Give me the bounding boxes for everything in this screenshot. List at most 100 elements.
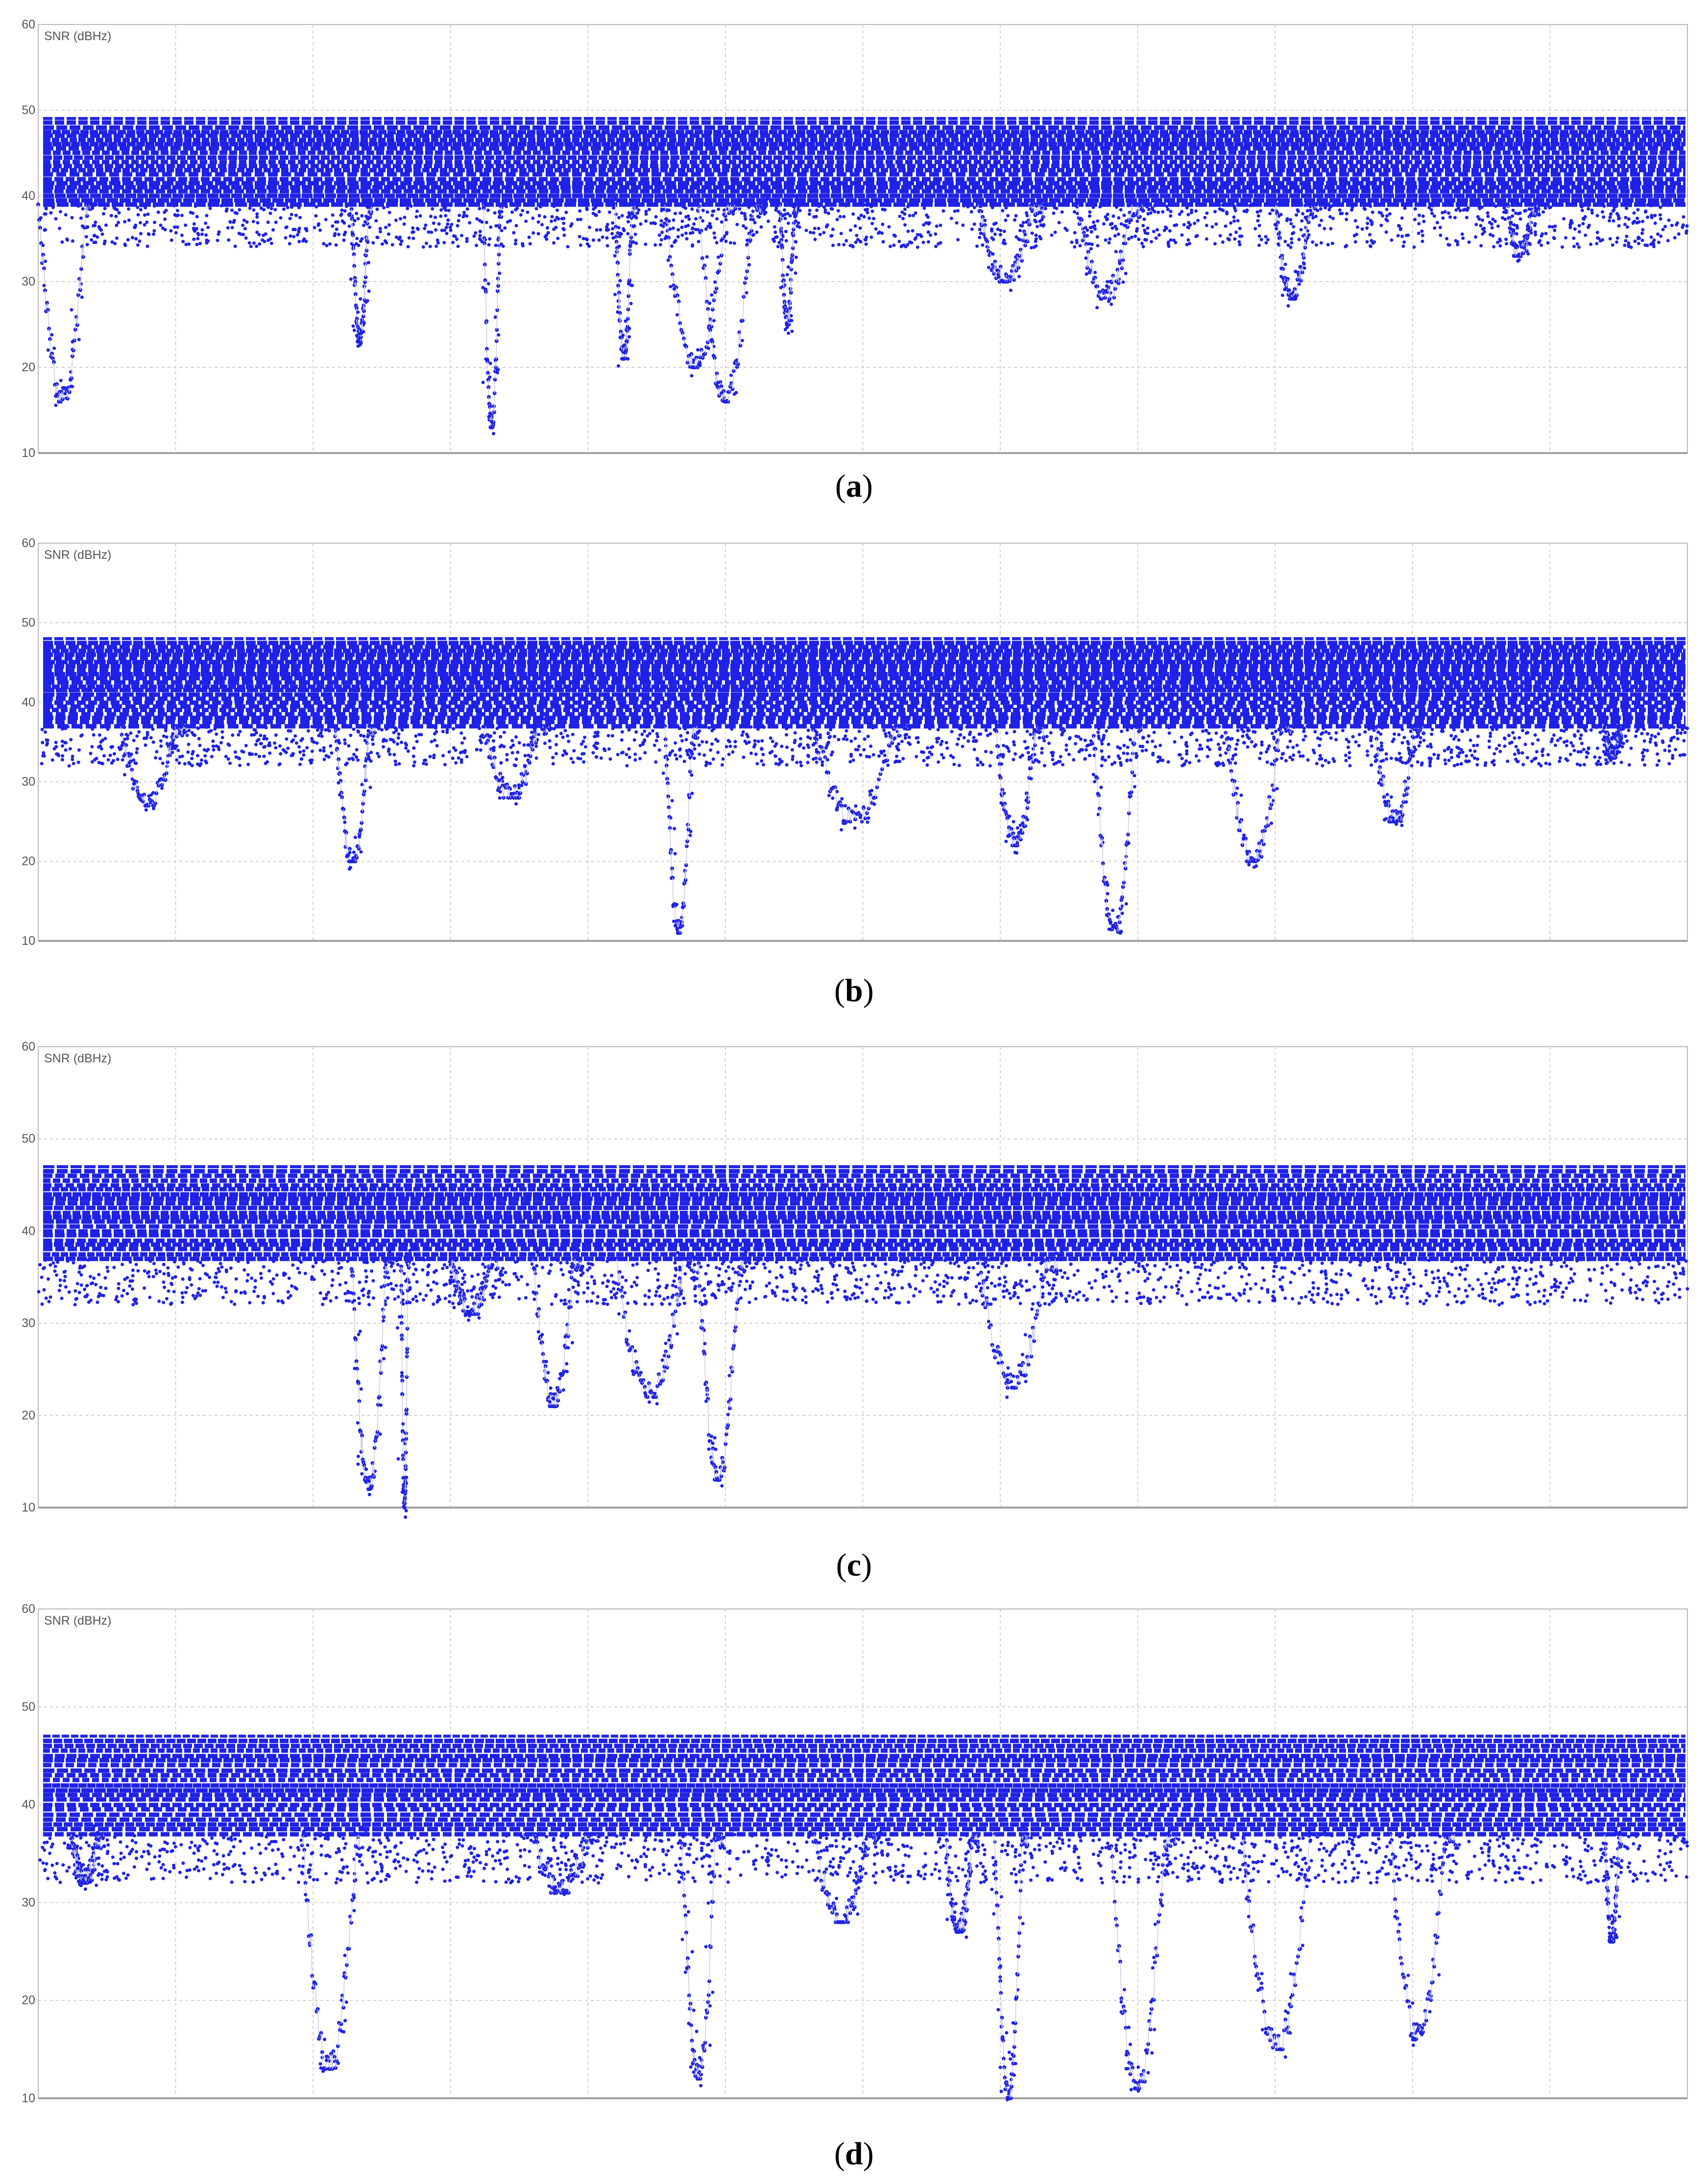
- snr-point: [166, 760, 170, 765]
- snr-point: [1290, 241, 1294, 245]
- snr-point: [1427, 206, 1431, 210]
- snr-point: [1595, 214, 1599, 217]
- snr-point: [779, 230, 783, 234]
- snr-point: [271, 228, 275, 232]
- snr-point: [1572, 748, 1576, 752]
- snr-point: [1562, 740, 1566, 744]
- snr-point: [646, 734, 650, 738]
- snr-point: [359, 335, 363, 339]
- snr-point: [1385, 208, 1389, 212]
- snr-point: [705, 210, 709, 214]
- snr-point: [1466, 728, 1469, 731]
- snr-point: [299, 757, 303, 761]
- snr-point: [526, 210, 529, 214]
- snr-point: [1420, 240, 1424, 243]
- snr-point: [1097, 734, 1101, 738]
- dip-connector: [535, 726, 538, 743]
- snr-point: [1016, 265, 1021, 270]
- snr-point: [1506, 204, 1511, 208]
- snr-point: [1228, 233, 1232, 237]
- snr-point: [159, 744, 163, 748]
- snr-point: [1659, 234, 1663, 238]
- snr-point: [166, 743, 169, 746]
- snr-point: [747, 263, 751, 267]
- snr-point: [1051, 758, 1055, 762]
- snr-point: [83, 225, 87, 230]
- snr-point: [1204, 237, 1208, 241]
- snr-point: [869, 235, 873, 239]
- snr-point: [842, 215, 846, 218]
- snr-point: [356, 217, 360, 220]
- snr-point: [1187, 226, 1191, 230]
- snr-point: [103, 207, 107, 211]
- snr-point: [883, 753, 887, 757]
- snr-point: [1034, 220, 1038, 224]
- snr-point: [519, 213, 523, 217]
- snr-point: [785, 745, 789, 749]
- snr-point: [956, 209, 960, 213]
- snr-point: [1014, 268, 1018, 273]
- snr-point: [1516, 760, 1520, 764]
- snr-point: [997, 725, 1001, 728]
- snr-point: [460, 234, 463, 238]
- snr-point: [785, 273, 789, 277]
- snr-point: [827, 212, 830, 215]
- y-tick-label: 50: [22, 616, 35, 629]
- snr-point: [878, 230, 882, 234]
- snr-point: [133, 225, 137, 229]
- snr-point: [1370, 763, 1373, 767]
- snr-point: [715, 240, 719, 244]
- snr-point: [857, 744, 861, 748]
- snr-point: [100, 232, 104, 236]
- snr-point: [1402, 240, 1406, 244]
- snr-point: [1154, 236, 1158, 240]
- snr-point: [659, 238, 663, 242]
- snr-point: [617, 226, 621, 230]
- snr-point: [1596, 236, 1600, 240]
- snr-point: [366, 240, 370, 244]
- snr-point: [1493, 219, 1497, 223]
- snr-point: [517, 783, 521, 787]
- snr-point: [131, 787, 135, 791]
- snr-point: [865, 755, 869, 758]
- snr-point: [44, 260, 47, 263]
- snr-point: [1553, 228, 1557, 232]
- snr-point: [96, 745, 100, 749]
- snr-point: [232, 218, 236, 222]
- snr-point: [610, 232, 614, 236]
- snr-point: [951, 756, 955, 759]
- snr-point: [1641, 758, 1645, 762]
- snr-point: [1577, 230, 1581, 234]
- snr-point: [94, 220, 97, 224]
- snr-point: [382, 206, 386, 210]
- snr-point: [1601, 210, 1605, 214]
- snr-point: [614, 235, 618, 239]
- snr-point: [1399, 756, 1403, 760]
- snr-point: [1473, 749, 1477, 753]
- snr-point: [998, 233, 1002, 237]
- snr-point: [1265, 750, 1269, 754]
- snr-point: [1595, 241, 1599, 245]
- snr-point: [690, 374, 694, 378]
- snr-point: [344, 204, 348, 208]
- snr-point: [257, 233, 261, 237]
- snr-point: [710, 293, 714, 297]
- snr-point: [475, 217, 479, 221]
- snr-point: [1142, 217, 1146, 221]
- snr-point: [320, 728, 324, 732]
- snr-point: [392, 740, 396, 744]
- snr-point: [411, 754, 415, 758]
- snr-point: [1196, 218, 1200, 222]
- snr-point: [1110, 280, 1114, 285]
- snr-point: [1185, 752, 1189, 756]
- snr-point: [1311, 216, 1315, 220]
- snr-point: [293, 228, 297, 232]
- snr-point: [1572, 244, 1576, 248]
- snr-point: [788, 214, 792, 217]
- snr-point: [409, 204, 413, 208]
- dip-connector: [524, 766, 527, 784]
- snr-point: [784, 230, 788, 234]
- snr-point: [1039, 223, 1043, 227]
- snr-point: [1019, 224, 1023, 227]
- snr-point: [644, 242, 648, 246]
